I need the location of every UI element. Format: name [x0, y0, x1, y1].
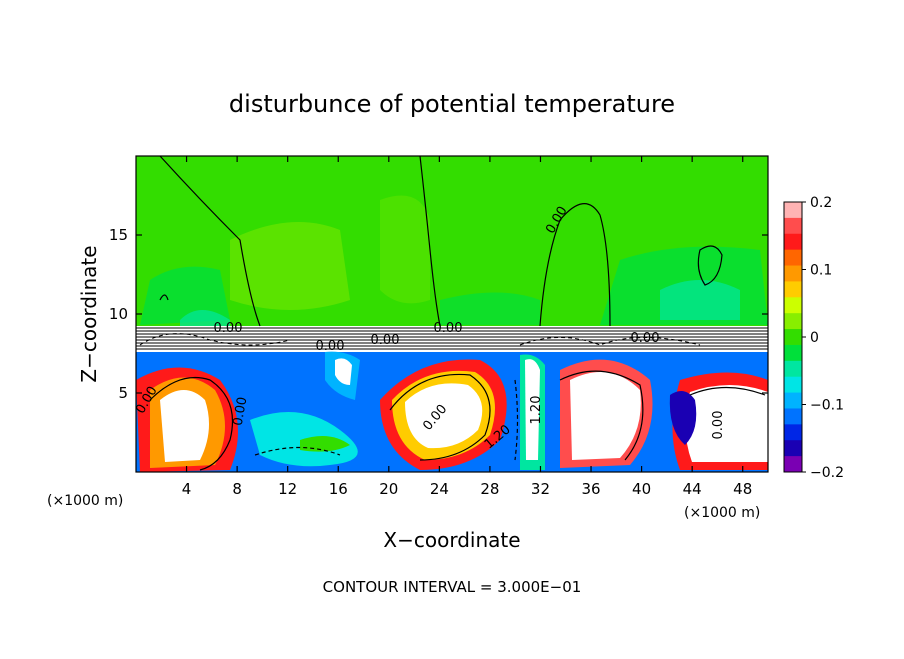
white-cell	[525, 359, 540, 460]
x-unit-right: (×1000 m)	[684, 505, 760, 521]
y-tick-label: 5	[118, 384, 128, 402]
x-tick-label: 16	[329, 480, 348, 498]
teal-region	[440, 292, 540, 325]
x-unit-left: (×1000 m)	[47, 493, 123, 509]
boundary-band	[136, 326, 768, 352]
x-axis: 4 8 12 16 20 24 28 32 36 40 44 48	[182, 156, 752, 498]
y-tick-label: 15	[109, 226, 128, 244]
x-axis-label: X−coordinate	[383, 528, 520, 552]
contour-label: 0.00	[711, 411, 726, 440]
contour-label: 1.20	[529, 396, 544, 425]
colorbar-swatch	[784, 376, 802, 394]
y-axis: 5 10 15	[109, 226, 768, 402]
vortex-white	[570, 372, 641, 460]
colorbar: 0.2 0.1 0 −0.1 −0.2	[783, 195, 844, 481]
colorbar-swatch	[784, 329, 802, 346]
x-tick-label: 4	[182, 480, 192, 498]
contour-lines	[149, 156, 766, 471]
colorbar-tick-label: −0.1	[810, 398, 844, 414]
x-tick-label: 8	[232, 480, 242, 498]
boundary-contours	[136, 327, 768, 350]
contour-label: 0.00	[214, 321, 243, 336]
colorbar-tick-label: 0.1	[810, 263, 832, 279]
y-tick-label: 10	[109, 305, 128, 323]
vortex-white	[685, 385, 768, 462]
colorbar-swatch	[784, 265, 802, 282]
contour-interval-note: CONTOUR INTERVAL = 3.000E−01	[323, 578, 582, 596]
x-tick-label: 28	[480, 480, 499, 498]
colorbar-tick-label: −0.2	[810, 465, 844, 481]
x-tick-label: 44	[683, 480, 702, 498]
contour-label: 0.00	[316, 339, 345, 354]
y-axis-label: Z−coordinate	[77, 245, 101, 382]
colorbar-swatch	[784, 408, 802, 425]
x-tick-label: 40	[632, 480, 651, 498]
colorbar-swatch	[784, 440, 802, 457]
colorbar-swatch	[784, 360, 802, 378]
contour-label: 0.00	[631, 331, 660, 346]
yellowish-region	[380, 195, 430, 304]
x-tick-label: 12	[278, 480, 297, 498]
colorbar-swatch	[784, 456, 802, 473]
yellowish-region	[230, 222, 350, 310]
vortex-purple	[669, 391, 697, 445]
vortex-white	[160, 390, 209, 462]
colorbar-tick-label: 0.2	[810, 195, 832, 211]
x-tick-label: 36	[581, 480, 600, 498]
vortex-white	[405, 383, 483, 449]
contour-label: 0.00	[434, 321, 463, 336]
colorbar-swatch	[784, 217, 802, 235]
x-tick-label: 32	[531, 480, 550, 498]
teal-region	[180, 310, 230, 330]
x-tick-label: 48	[733, 480, 752, 498]
contour-label: 0.00	[231, 396, 251, 427]
colorbar-swatch	[784, 392, 802, 409]
colorbar-swatch	[784, 424, 802, 441]
colorbar-swatch	[784, 249, 802, 267]
teal-region	[660, 280, 740, 320]
colorbar-swatch	[784, 297, 802, 314]
x-tick-label: 20	[379, 480, 398, 498]
colorbar-swatch	[784, 281, 802, 298]
colorbar-swatch	[784, 313, 802, 330]
x-tick-label: 24	[430, 480, 449, 498]
colorbar-tick-label: 0	[810, 330, 819, 346]
white-cell	[335, 358, 352, 385]
chart-title: disturbunce of potential temperature	[229, 90, 675, 118]
colorbar-swatch	[784, 344, 802, 362]
colorbar-swatch	[784, 202, 802, 219]
plot-area: 0.00 0.000.000.00 0.000.000.000.001.201.20…	[136, 156, 768, 472]
contour-label: 0.00	[371, 333, 400, 348]
colorbar-swatch	[784, 233, 802, 251]
